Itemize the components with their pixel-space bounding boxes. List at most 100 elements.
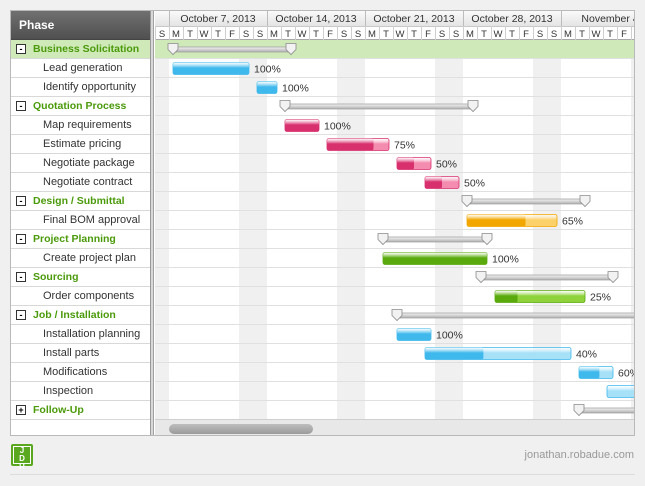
day-letter: T	[509, 29, 515, 40]
task-label: Installation planning	[43, 328, 141, 340]
summary-bar[interactable]	[279, 100, 479, 113]
day-letter: W	[200, 29, 209, 40]
progress-label: 100%	[282, 83, 309, 95]
task-row[interactable]: Create project plan	[11, 249, 150, 268]
summary-bar[interactable]	[475, 271, 619, 284]
task-row[interactable]: Order components	[11, 287, 150, 306]
task-label: Lead generation	[43, 62, 123, 74]
day-letter: F	[327, 29, 333, 40]
task-label: Identify opportunity	[43, 81, 136, 93]
phase-group-row[interactable]: - Project Planning	[11, 230, 150, 249]
day-letter: F	[621, 29, 627, 40]
phase-group-row[interactable]: - Sourcing	[11, 268, 150, 287]
progress-fill	[285, 119, 319, 132]
summary-bar[interactable]	[391, 309, 635, 322]
task-bar[interactable]: 50%	[424, 176, 485, 190]
task-row[interactable]: Modifications	[11, 363, 150, 382]
collapse-toggle-icon[interactable]: -	[16, 44, 26, 54]
phase-group-row[interactable]: - Business Solicitation	[11, 40, 150, 59]
progress-label: 100%	[254, 64, 281, 76]
phase-group-row[interactable]: - Design / Submittal	[11, 192, 150, 211]
task-row[interactable]: Negotiate package	[11, 154, 150, 173]
day-letter: T	[285, 29, 291, 40]
summary-bar[interactable]	[461, 195, 591, 208]
phase-group-row[interactable]: - Quotation Process	[11, 97, 150, 116]
task-label: Order components	[43, 290, 135, 302]
jdr-logo: J D R	[11, 444, 33, 471]
collapse-toggle-icon[interactable]: -	[16, 310, 26, 320]
collapse-toggle-icon[interactable]: -	[16, 101, 26, 111]
task-bar[interactable]: 100%	[382, 252, 519, 266]
gantt-timeline: SMTWTFSSMTWTFSSMTWTFSSMTWTFSSMTWTFSOctob…	[155, 11, 635, 420]
task-bar[interactable]: 75%	[326, 138, 415, 152]
task-bar[interactable]: 100%	[172, 62, 281, 76]
phase-group-row[interactable]: + Follow-Up	[11, 401, 150, 420]
day-letter: T	[215, 29, 221, 40]
task-label: Install parts	[43, 347, 100, 359]
task-label: Map requirements	[43, 119, 132, 131]
phase-group-label: Sourcing	[33, 271, 79, 283]
progress-fill	[467, 214, 526, 227]
collapse-toggle-icon[interactable]: -	[16, 234, 26, 244]
progress-label: 65%	[562, 216, 583, 228]
collapse-toggle-icon[interactable]: -	[16, 272, 26, 282]
day-letter: M	[564, 29, 572, 40]
task-bar[interactable]: 100%	[396, 328, 463, 342]
task-bar[interactable]	[606, 385, 635, 398]
task-bar[interactable]: 100%	[284, 119, 351, 133]
timeline-panel: SMTWTFSSMTWTFSSMTWTFSSMTWTFSSMTWTFSOctob…	[155, 11, 635, 435]
panel-splitter[interactable]	[151, 11, 154, 435]
day-letter: T	[481, 29, 487, 40]
day-letter: T	[579, 29, 585, 40]
summary-bar[interactable]	[377, 233, 493, 246]
week-label: November 4	[581, 13, 635, 25]
progress-fill	[327, 138, 374, 151]
expand-toggle-icon[interactable]: +	[16, 405, 26, 415]
day-letter: M	[368, 29, 376, 40]
task-row[interactable]: Negotiate contract	[11, 173, 150, 192]
progress-label: 100%	[492, 254, 519, 266]
task-bar[interactable]: 40%	[424, 347, 597, 361]
task-row[interactable]: Install parts	[11, 344, 150, 363]
day-letter: W	[494, 29, 503, 40]
phase-column-header[interactable]: Phase	[11, 11, 150, 40]
day-letter: M	[172, 29, 180, 40]
task-bar[interactable]: 50%	[396, 157, 457, 171]
scrollbar-thumb[interactable]	[169, 424, 313, 434]
day-letter: F	[229, 29, 235, 40]
task-row[interactable]: Installation planning	[11, 325, 150, 344]
day-letter: F	[523, 29, 529, 40]
task-row[interactable]: Lead generation	[11, 59, 150, 78]
summary-bar[interactable]	[167, 43, 297, 56]
collapse-toggle-icon[interactable]: -	[16, 196, 26, 206]
task-label: Modifications	[43, 366, 108, 378]
summary-bar[interactable]	[573, 404, 635, 417]
task-bar[interactable]: 65%	[466, 214, 583, 228]
progress-fill	[495, 290, 518, 303]
task-bar[interactable]: 25%	[494, 290, 611, 304]
phase-group-row[interactable]: - Job / Installation	[11, 306, 150, 325]
task-bar[interactable]: 100%	[256, 81, 309, 95]
day-letter: T	[187, 29, 193, 40]
task-row[interactable]: Final BOM approval	[11, 211, 150, 230]
progress-fill	[425, 176, 442, 189]
day-letter: T	[411, 29, 417, 40]
task-label: Negotiate contract	[43, 176, 133, 188]
task-row[interactable]: Inspection	[11, 382, 150, 401]
task-bar[interactable]: 60%	[578, 366, 635, 380]
progress-label: 100%	[324, 121, 351, 133]
day-letter: S	[257, 29, 263, 40]
horizontal-scrollbar[interactable]	[155, 419, 634, 435]
task-row[interactable]: Estimate pricing	[11, 135, 150, 154]
task-row[interactable]: Identify opportunity	[11, 78, 150, 97]
day-letter: M	[270, 29, 278, 40]
task-label: Create project plan	[43, 252, 136, 264]
task-row[interactable]: Map requirements	[11, 116, 150, 135]
phase-group-label: Quotation Process	[33, 100, 127, 112]
task-label: Inspection	[43, 385, 94, 397]
day-letter: S	[439, 29, 445, 40]
week-label: October 28, 2013	[471, 13, 552, 25]
day-letter: S	[537, 29, 543, 40]
task-label: Negotiate package	[43, 157, 135, 169]
progress-fill	[257, 81, 277, 94]
